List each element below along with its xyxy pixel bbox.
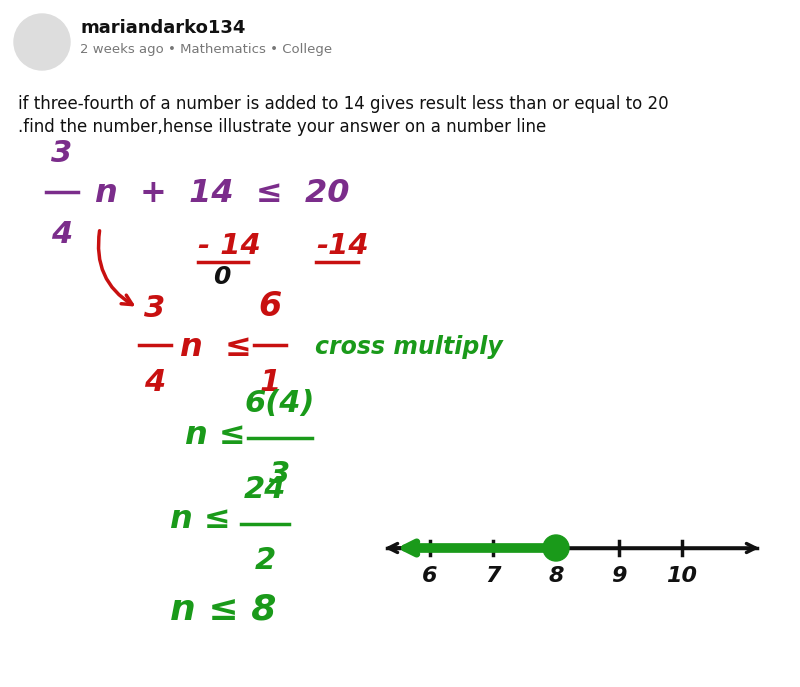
Text: n ≤: n ≤	[185, 420, 246, 451]
Text: 7: 7	[486, 566, 501, 586]
Text: - 14: - 14	[198, 232, 261, 260]
Text: 6: 6	[258, 290, 282, 323]
Text: 2 weeks ago • Mathematics • College: 2 weeks ago • Mathematics • College	[80, 43, 332, 56]
Text: 6(4): 6(4)	[245, 389, 315, 418]
Text: -14: -14	[316, 232, 369, 260]
Text: .find the number,hense illustrate your answer on a number line: .find the number,hense illustrate your a…	[18, 118, 546, 136]
Circle shape	[543, 535, 569, 561]
Text: 9: 9	[611, 566, 626, 586]
Text: 3: 3	[144, 294, 166, 323]
Text: 4: 4	[144, 368, 166, 397]
Text: 2: 2	[254, 546, 276, 575]
Text: if three-fourth of a number is added to 14 gives result less than or equal to 20: if three-fourth of a number is added to …	[18, 95, 669, 113]
Text: n ≤ 8: n ≤ 8	[170, 593, 276, 627]
Text: 3: 3	[270, 460, 290, 489]
Text: 10: 10	[666, 566, 698, 586]
Text: n ≤: n ≤	[170, 504, 230, 535]
Text: n  +  14  ≤  20: n + 14 ≤ 20	[95, 177, 350, 208]
Text: 3: 3	[51, 139, 73, 168]
Text: 24: 24	[244, 475, 286, 504]
Text: mariandarko134: mariandarko134	[80, 19, 246, 37]
Text: 6: 6	[422, 566, 438, 586]
Text: n  ≤: n ≤	[180, 332, 252, 363]
Text: 1: 1	[259, 368, 281, 397]
Text: 4: 4	[51, 220, 73, 249]
Circle shape	[14, 14, 70, 70]
Text: cross multiply: cross multiply	[315, 335, 502, 359]
Text: 0: 0	[214, 265, 230, 289]
Text: 8: 8	[548, 566, 564, 586]
